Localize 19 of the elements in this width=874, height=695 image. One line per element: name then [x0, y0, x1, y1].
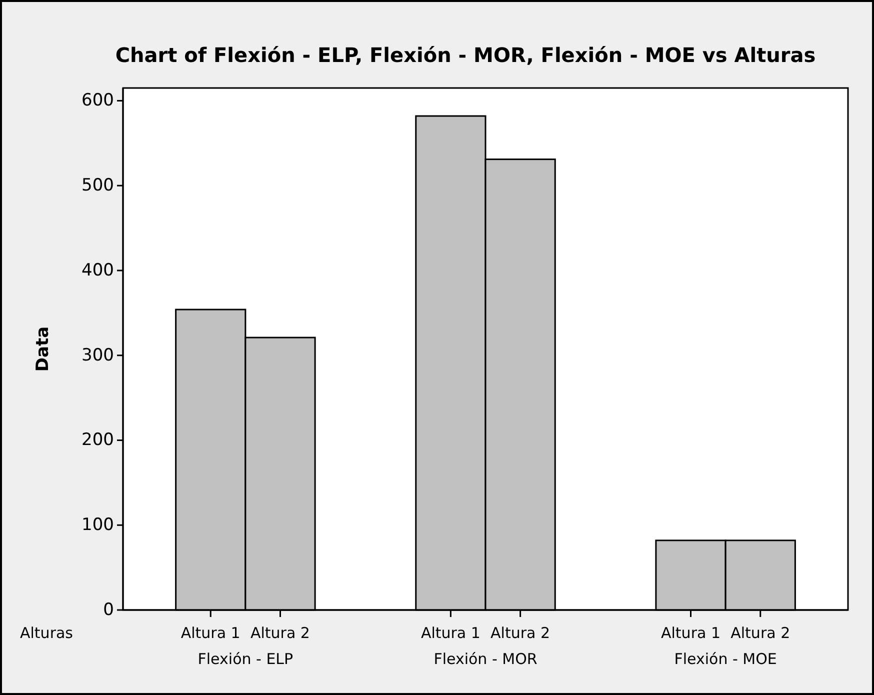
- y-axis-title: Data: [33, 326, 53, 372]
- x-axis-title: Alturas: [20, 624, 74, 642]
- text: Altura 1: [420, 624, 480, 642]
- y-tick-label: 400: [82, 260, 114, 280]
- y-tick-label: 300: [82, 345, 114, 366]
- y-tick-label: 0: [103, 600, 114, 620]
- y-tick-label: 200: [82, 430, 114, 450]
- text: Altura 1: [661, 624, 721, 642]
- text: Altura 2: [730, 624, 790, 642]
- x-tick-label: Flexión - MOE: [674, 650, 777, 668]
- x-tick-label: Flexión - MOR: [434, 650, 538, 668]
- x-tick-label: Flexión - ELP: [198, 650, 294, 668]
- y-tick-label: 100: [82, 515, 114, 536]
- y-tick-label: 600: [82, 90, 114, 111]
- y-tick-label: 500: [82, 176, 114, 196]
- legend-label: Altura 2: [250, 624, 310, 642]
- legend-label: Altura 1: [180, 624, 240, 642]
- text: Altura 2: [490, 624, 550, 642]
- chart-title: Chart of Flexión - ELP, Flexión - MOR, Flexión - MOE vs Alturas: [115, 43, 816, 67]
